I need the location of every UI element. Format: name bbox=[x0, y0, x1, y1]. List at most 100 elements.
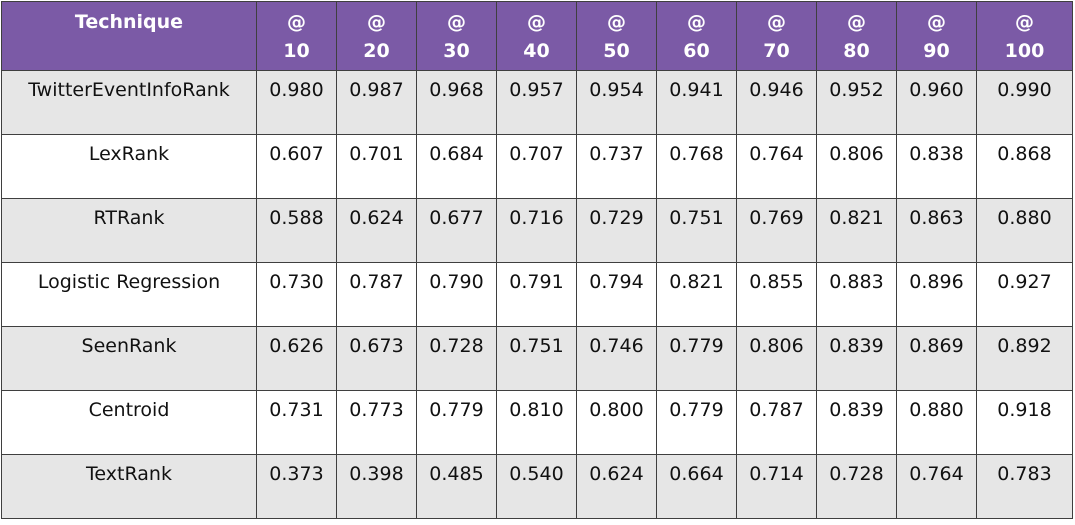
score-cell: 0.701 bbox=[336, 134, 417, 199]
score-cell: 0.664 bbox=[656, 454, 737, 519]
score-cell: 0.794 bbox=[576, 262, 657, 327]
header-at-symbol: @ bbox=[927, 11, 946, 33]
score-cell: 0.398 bbox=[336, 454, 417, 519]
header-cutoff-20: @20 bbox=[336, 1, 417, 71]
technique-name-cell: SeenRank bbox=[1, 326, 257, 391]
score-cell: 0.800 bbox=[576, 390, 657, 455]
header-cutoff-40: @40 bbox=[496, 1, 577, 71]
score-cell: 0.707 bbox=[496, 134, 577, 199]
score-cell: 0.980 bbox=[256, 70, 337, 135]
table-row: Logistic Regression 0.730 0.787 0.790 0.791 0… bbox=[1, 262, 1073, 327]
header-at-symbol: @ bbox=[287, 11, 306, 33]
score-cell: 0.728 bbox=[416, 326, 497, 391]
score-cell: 0.952 bbox=[816, 70, 897, 135]
score-cell: 0.806 bbox=[736, 326, 817, 391]
score-cell: 0.868 bbox=[976, 134, 1073, 199]
technique-name-cell: RTRank bbox=[1, 198, 257, 263]
header-cutoff-30: @30 bbox=[416, 1, 497, 71]
score-cell: 0.954 bbox=[576, 70, 657, 135]
technique-name-cell: Logistic Regression bbox=[1, 262, 257, 327]
header-cutoff-value: 30 bbox=[443, 40, 470, 62]
score-cell: 0.883 bbox=[816, 262, 897, 327]
score-cell: 0.773 bbox=[336, 390, 417, 455]
technique-name-cell: TextRank bbox=[1, 454, 257, 519]
score-cell: 0.880 bbox=[896, 390, 977, 455]
header-cutoff-value: 80 bbox=[843, 40, 870, 62]
score-cell: 0.624 bbox=[336, 198, 417, 263]
header-cutoff-70: @70 bbox=[736, 1, 817, 71]
header-cutoff-value: 20 bbox=[363, 40, 390, 62]
header-at-symbol: @ bbox=[447, 11, 466, 33]
header-cutoff-60: @60 bbox=[656, 1, 737, 71]
table-row: SeenRank 0.626 0.673 0.728 0.751 0.746 0.779 0.… bbox=[1, 326, 1073, 391]
header-cutoff-10: @10 bbox=[256, 1, 337, 71]
score-cell: 0.987 bbox=[336, 70, 417, 135]
header-cutoff-90: @90 bbox=[896, 1, 977, 71]
header-at-symbol: @ bbox=[527, 11, 546, 33]
score-cell: 0.728 bbox=[816, 454, 897, 519]
score-cell: 0.896 bbox=[896, 262, 977, 327]
score-cell: 0.779 bbox=[416, 390, 497, 455]
score-cell: 0.714 bbox=[736, 454, 817, 519]
header-at-symbol: @ bbox=[767, 11, 786, 33]
header-cutoff-value: 10 bbox=[283, 40, 310, 62]
header-at-symbol: @ bbox=[367, 11, 386, 33]
score-cell: 0.927 bbox=[976, 262, 1073, 327]
score-cell: 0.880 bbox=[976, 198, 1073, 263]
score-cell: 0.737 bbox=[576, 134, 657, 199]
score-cell: 0.779 bbox=[656, 326, 737, 391]
header-cutoff-100: @100 bbox=[976, 1, 1073, 71]
header-cutoff-value: 100 bbox=[1004, 40, 1045, 62]
score-cell: 0.892 bbox=[976, 326, 1073, 391]
score-cell: 0.768 bbox=[656, 134, 737, 199]
score-cell: 0.791 bbox=[496, 262, 577, 327]
technique-name-cell: LexRank bbox=[1, 134, 257, 199]
header-at-symbol: @ bbox=[1015, 11, 1034, 33]
score-cell: 0.540 bbox=[496, 454, 577, 519]
score-cell: 0.751 bbox=[496, 326, 577, 391]
score-cell: 0.869 bbox=[896, 326, 977, 391]
score-cell: 0.838 bbox=[896, 134, 977, 199]
header-at-symbol: @ bbox=[847, 11, 866, 33]
technique-name-cell: Centroid bbox=[1, 390, 257, 455]
score-cell: 0.863 bbox=[896, 198, 977, 263]
table-row: TwitterEventInfoRank 0.980 0.987 0.968 0.957… bbox=[1, 70, 1073, 135]
score-cell: 0.588 bbox=[256, 198, 337, 263]
score-cell: 0.810 bbox=[496, 390, 577, 455]
score-cell: 0.684 bbox=[416, 134, 497, 199]
score-cell: 0.677 bbox=[416, 198, 497, 263]
score-cell: 0.626 bbox=[256, 326, 337, 391]
score-cell: 0.624 bbox=[576, 454, 657, 519]
score-cell: 0.730 bbox=[256, 262, 337, 327]
score-cell: 0.960 bbox=[896, 70, 977, 135]
table-header: Technique @10 @20 @30 @40 @50 @60 @70 @80 @90 @10… bbox=[1, 1, 1073, 71]
score-cell: 0.806 bbox=[816, 134, 897, 199]
score-cell: 0.764 bbox=[896, 454, 977, 519]
score-cell: 0.729 bbox=[576, 198, 657, 263]
header-row: Technique @10 @20 @30 @40 @50 @60 @70 @80 @90 @10… bbox=[1, 1, 1073, 71]
score-cell: 0.821 bbox=[656, 262, 737, 327]
score-cell: 0.821 bbox=[816, 198, 897, 263]
score-cell: 0.783 bbox=[976, 454, 1073, 519]
score-cell: 0.968 bbox=[416, 70, 497, 135]
score-cell: 0.751 bbox=[656, 198, 737, 263]
score-cell: 0.607 bbox=[256, 134, 337, 199]
header-cutoff-value: 60 bbox=[683, 40, 710, 62]
score-cell: 0.731 bbox=[256, 390, 337, 455]
table-body: TwitterEventInfoRank 0.980 0.987 0.968 0.957… bbox=[1, 70, 1073, 519]
score-cell: 0.764 bbox=[736, 134, 817, 199]
score-cell: 0.990 bbox=[976, 70, 1073, 135]
score-cell: 0.839 bbox=[816, 390, 897, 455]
score-cell: 0.373 bbox=[256, 454, 337, 519]
score-cell: 0.918 bbox=[976, 390, 1073, 455]
score-cell: 0.855 bbox=[736, 262, 817, 327]
table-row: RTRank 0.588 0.624 0.677 0.716 0.729 0.751 0.76… bbox=[1, 198, 1073, 263]
header-cutoff-50: @50 bbox=[576, 1, 657, 71]
score-cell: 0.746 bbox=[576, 326, 657, 391]
score-cell: 0.790 bbox=[416, 262, 497, 327]
score-cell: 0.716 bbox=[496, 198, 577, 263]
score-cell: 0.946 bbox=[736, 70, 817, 135]
score-cell: 0.957 bbox=[496, 70, 577, 135]
score-cell: 0.787 bbox=[736, 390, 817, 455]
